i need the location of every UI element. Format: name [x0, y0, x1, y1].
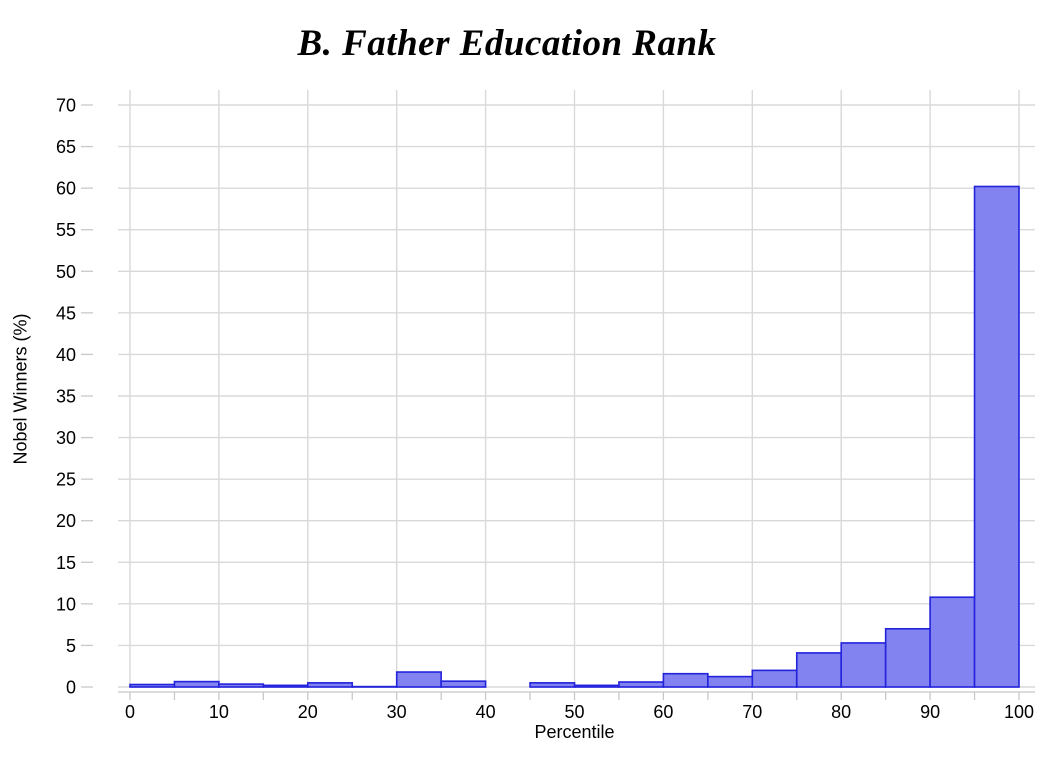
histogram-bar	[618, 681, 665, 688]
histogram-bar	[395, 671, 442, 688]
histogram-bar	[218, 683, 265, 688]
y-tick-label: 5	[66, 636, 76, 656]
y-tick-label: 25	[56, 470, 76, 490]
y-tick-label: 0	[66, 678, 76, 698]
histogram-bar	[173, 680, 220, 688]
histogram-bar	[884, 627, 931, 688]
x-tick-label: 20	[298, 702, 318, 722]
histogram-bar	[129, 683, 176, 688]
y-tick-label: 70	[56, 96, 76, 116]
y-tick-label: 35	[56, 387, 76, 407]
x-axis-title: Percentile	[534, 722, 615, 742]
x-tick-label: 0	[125, 702, 135, 722]
y-tick-label: 20	[56, 511, 76, 531]
x-tick-label: 70	[742, 702, 762, 722]
y-tick-label: 30	[56, 428, 76, 448]
x-tick-label: 90	[920, 702, 940, 722]
y-tick-label: 65	[56, 137, 76, 157]
y-tick-label: 55	[56, 220, 76, 240]
histogram-bar	[929, 596, 976, 688]
histogram-bar	[529, 682, 576, 688]
y-tick-label: 15	[56, 553, 76, 573]
histogram-bar	[751, 669, 798, 688]
y-tick-label: 40	[56, 345, 76, 365]
histogram-bar	[262, 684, 309, 688]
histogram-bar	[707, 675, 754, 688]
x-tick-label: 100	[1004, 702, 1034, 722]
histogram-bar	[795, 652, 843, 688]
x-tick-label: 80	[831, 702, 851, 722]
x-tick-label: 10	[209, 702, 229, 722]
histogram-bar	[440, 680, 487, 688]
y-tick-label: 45	[56, 303, 76, 323]
x-tick-label: 40	[476, 702, 496, 722]
y-tick-label: 10	[56, 594, 76, 614]
y-tick-label: 50	[56, 262, 76, 282]
histogram-bar	[573, 684, 620, 688]
histogram-bar	[973, 185, 1020, 688]
histogram-bar	[306, 682, 354, 688]
x-tick-label: 50	[564, 702, 584, 722]
chart-title: B. Father Education Rank	[297, 23, 717, 64]
histogram-bar	[662, 672, 709, 688]
x-tick-label: 60	[653, 702, 673, 722]
y-tick-label: 60	[56, 179, 76, 199]
x-tick-label: 30	[387, 702, 407, 722]
histogram-bar	[840, 642, 887, 688]
